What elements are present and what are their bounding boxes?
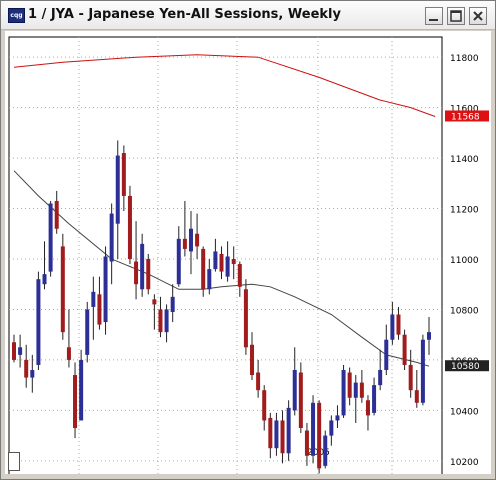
candle-body[interactable] <box>414 390 419 403</box>
close-icon <box>473 11 483 21</box>
candle-body[interactable] <box>152 299 157 305</box>
minimize-button[interactable] <box>425 7 443 25</box>
candle-body[interactable] <box>188 228 193 252</box>
candle-body[interactable] <box>42 274 47 285</box>
candle-body[interactable] <box>103 256 108 323</box>
y-tick-label: 10400 <box>450 407 479 417</box>
candle-body[interactable] <box>237 264 242 287</box>
candle-body[interactable] <box>402 334 407 365</box>
candle-body[interactable] <box>298 372 303 429</box>
candle-body[interactable] <box>323 435 328 466</box>
candle-body[interactable] <box>286 407 291 454</box>
window-title: 1 / JYA - Japanese Yen-All Sessions, Wee… <box>28 7 341 22</box>
price-tag-label: 11568 <box>451 112 480 122</box>
candle-body[interactable] <box>48 203 53 272</box>
candle-body[interactable] <box>317 402 322 469</box>
candle-body[interactable] <box>408 364 413 391</box>
candle-body[interactable] <box>274 420 279 449</box>
price-tag <box>445 360 489 372</box>
title-bar[interactable]: cqg 1 / JYA - Japanese Yen-All Sessions,… <box>1 1 495 30</box>
candle-body[interactable] <box>329 420 334 436</box>
candle-body[interactable] <box>121 153 126 196</box>
minimize-icon <box>429 19 438 21</box>
candle-body[interactable] <box>427 332 431 340</box>
maximize-icon <box>450 10 462 22</box>
cqg-logo-icon[interactable]: cqg <box>8 8 25 23</box>
candle-body[interactable] <box>60 246 65 333</box>
candle-body[interactable] <box>66 347 71 360</box>
candle-body[interactable] <box>79 359 84 421</box>
maximize-button[interactable] <box>447 7 465 25</box>
price-tag-label: 10580 <box>451 362 480 372</box>
chart-area[interactable]: 1180011600114001120011000108001060010400… <box>5 31 491 474</box>
y-tick-label: 11200 <box>450 206 479 216</box>
candle-body[interactable] <box>365 400 370 416</box>
candle-body[interactable] <box>109 213 114 262</box>
candle-body[interactable] <box>347 372 352 398</box>
close-button[interactable] <box>469 7 487 25</box>
scroll-corner[interactable] <box>8 452 20 471</box>
candle-body[interactable] <box>396 314 401 335</box>
candle-body[interactable] <box>262 390 267 421</box>
candle-body[interactable] <box>24 359 29 378</box>
candle-body[interactable] <box>134 261 139 285</box>
candle-body[interactable] <box>420 339 425 403</box>
candle-body[interactable] <box>341 370 346 416</box>
candle-body[interactable] <box>97 294 102 325</box>
price-tag <box>445 110 489 122</box>
candle-body[interactable] <box>201 248 206 290</box>
candle-body[interactable] <box>182 238 187 249</box>
y-tick-label: 10800 <box>450 306 479 316</box>
candle-body[interactable] <box>115 155 120 224</box>
candle-body[interactable] <box>195 233 200 247</box>
candle-body[interactable] <box>225 256 230 277</box>
candle-body[interactable] <box>256 372 261 391</box>
price-chart[interactable]: 1180011600114001120011000108001060010400… <box>5 31 491 474</box>
moving-average-black-line <box>13 170 430 367</box>
candle-body[interactable] <box>359 382 364 398</box>
y-tick-label: 11800 <box>450 54 479 64</box>
candle-body[interactable] <box>250 344 255 376</box>
candle-body[interactable] <box>12 342 16 360</box>
candle-body[interactable] <box>353 382 358 398</box>
y-tick-label: 10200 <box>450 458 479 468</box>
moving-average-red-line <box>13 54 436 117</box>
candle-body[interactable] <box>372 385 377 413</box>
candle-body[interactable] <box>243 289 248 348</box>
candle-body[interactable] <box>213 251 218 270</box>
candle-body[interactable] <box>280 420 285 454</box>
candle-body[interactable] <box>73 375 78 429</box>
y-tick-label: 11400 <box>450 155 479 165</box>
candle-body[interactable] <box>304 430 309 456</box>
candle-body[interactable] <box>91 291 96 307</box>
candle-body[interactable] <box>268 417 273 449</box>
candle-body[interactable] <box>384 339 389 370</box>
candle-body[interactable] <box>335 415 340 421</box>
candle-body[interactable] <box>127 195 132 259</box>
candle-body[interactable] <box>158 309 163 333</box>
candle-body[interactable] <box>311 402 316 456</box>
candle-body[interactable] <box>390 314 395 340</box>
candle-body[interactable] <box>378 370 383 386</box>
y-tick-label: 11600 <box>450 105 479 115</box>
candle-body[interactable] <box>36 279 41 365</box>
candle-body[interactable] <box>292 370 297 411</box>
candle-body[interactable] <box>54 200 59 229</box>
candle-body[interactable] <box>170 296 175 312</box>
candle-body[interactable] <box>219 253 224 272</box>
candle-body[interactable] <box>231 259 236 265</box>
candle-body[interactable] <box>18 347 23 355</box>
candle-body[interactable] <box>164 309 169 333</box>
candle-body[interactable] <box>140 243 145 290</box>
candle-body[interactable] <box>207 269 212 290</box>
candle-body[interactable] <box>85 309 90 355</box>
candle-body[interactable] <box>30 370 35 378</box>
candle-body[interactable] <box>146 259 151 290</box>
y-tick-label: 11000 <box>450 256 479 266</box>
candle-body[interactable] <box>176 238 181 285</box>
